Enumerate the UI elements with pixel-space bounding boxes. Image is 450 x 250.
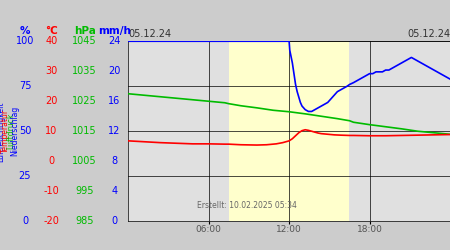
Text: 05.12.24: 05.12.24 xyxy=(407,28,450,38)
Text: 25: 25 xyxy=(19,171,31,181)
Text: 40: 40 xyxy=(45,36,58,46)
Text: %: % xyxy=(20,26,30,36)
Bar xyxy=(350,41,450,221)
Text: °C: °C xyxy=(45,26,58,36)
Text: Niederschlag: Niederschlag xyxy=(10,106,19,156)
Text: 1035: 1035 xyxy=(72,66,97,76)
Text: 50: 50 xyxy=(19,126,31,136)
Text: 24: 24 xyxy=(108,36,121,46)
Bar xyxy=(128,41,229,221)
Text: 0: 0 xyxy=(112,216,117,226)
Text: 30: 30 xyxy=(45,66,58,76)
Text: 1025: 1025 xyxy=(72,96,97,106)
Text: 1045: 1045 xyxy=(72,36,97,46)
Text: Erstellt: 10.02.2025 05:34: Erstellt: 10.02.2025 05:34 xyxy=(198,202,297,210)
Text: 12: 12 xyxy=(108,126,121,136)
Text: 20: 20 xyxy=(108,66,121,76)
Text: 4: 4 xyxy=(112,186,117,196)
Bar xyxy=(229,41,350,221)
Text: Luftdruck: Luftdruck xyxy=(6,113,15,150)
Text: 100: 100 xyxy=(16,36,34,46)
Text: 0: 0 xyxy=(22,216,28,226)
Text: 995: 995 xyxy=(76,186,94,196)
Text: 75: 75 xyxy=(19,81,31,91)
Text: 20: 20 xyxy=(45,96,58,106)
Text: mm/h: mm/h xyxy=(98,26,131,36)
Text: 10: 10 xyxy=(45,126,58,136)
Text: 16: 16 xyxy=(108,96,121,106)
Text: 8: 8 xyxy=(112,156,117,166)
Text: -20: -20 xyxy=(44,216,59,226)
Text: 985: 985 xyxy=(76,216,94,226)
Text: Luftfeuchtigkeit: Luftfeuchtigkeit xyxy=(0,101,5,162)
Text: -10: -10 xyxy=(44,186,59,196)
Text: 0: 0 xyxy=(48,156,54,166)
Text: 05.12.24: 05.12.24 xyxy=(128,28,171,38)
Text: 1015: 1015 xyxy=(72,126,97,136)
Text: hPa: hPa xyxy=(74,26,95,36)
Text: 1005: 1005 xyxy=(72,156,97,166)
Text: Temperatur: Temperatur xyxy=(1,109,10,153)
